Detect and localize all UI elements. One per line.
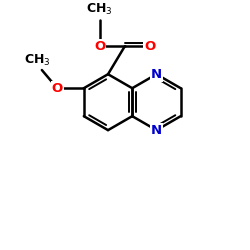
Text: N: N (151, 124, 162, 137)
Text: CH$_3$: CH$_3$ (86, 2, 113, 17)
Text: O: O (144, 40, 156, 53)
Text: CH$_3$: CH$_3$ (24, 52, 50, 68)
Text: O: O (52, 82, 63, 95)
Text: O: O (94, 40, 105, 53)
Text: N: N (151, 68, 162, 81)
